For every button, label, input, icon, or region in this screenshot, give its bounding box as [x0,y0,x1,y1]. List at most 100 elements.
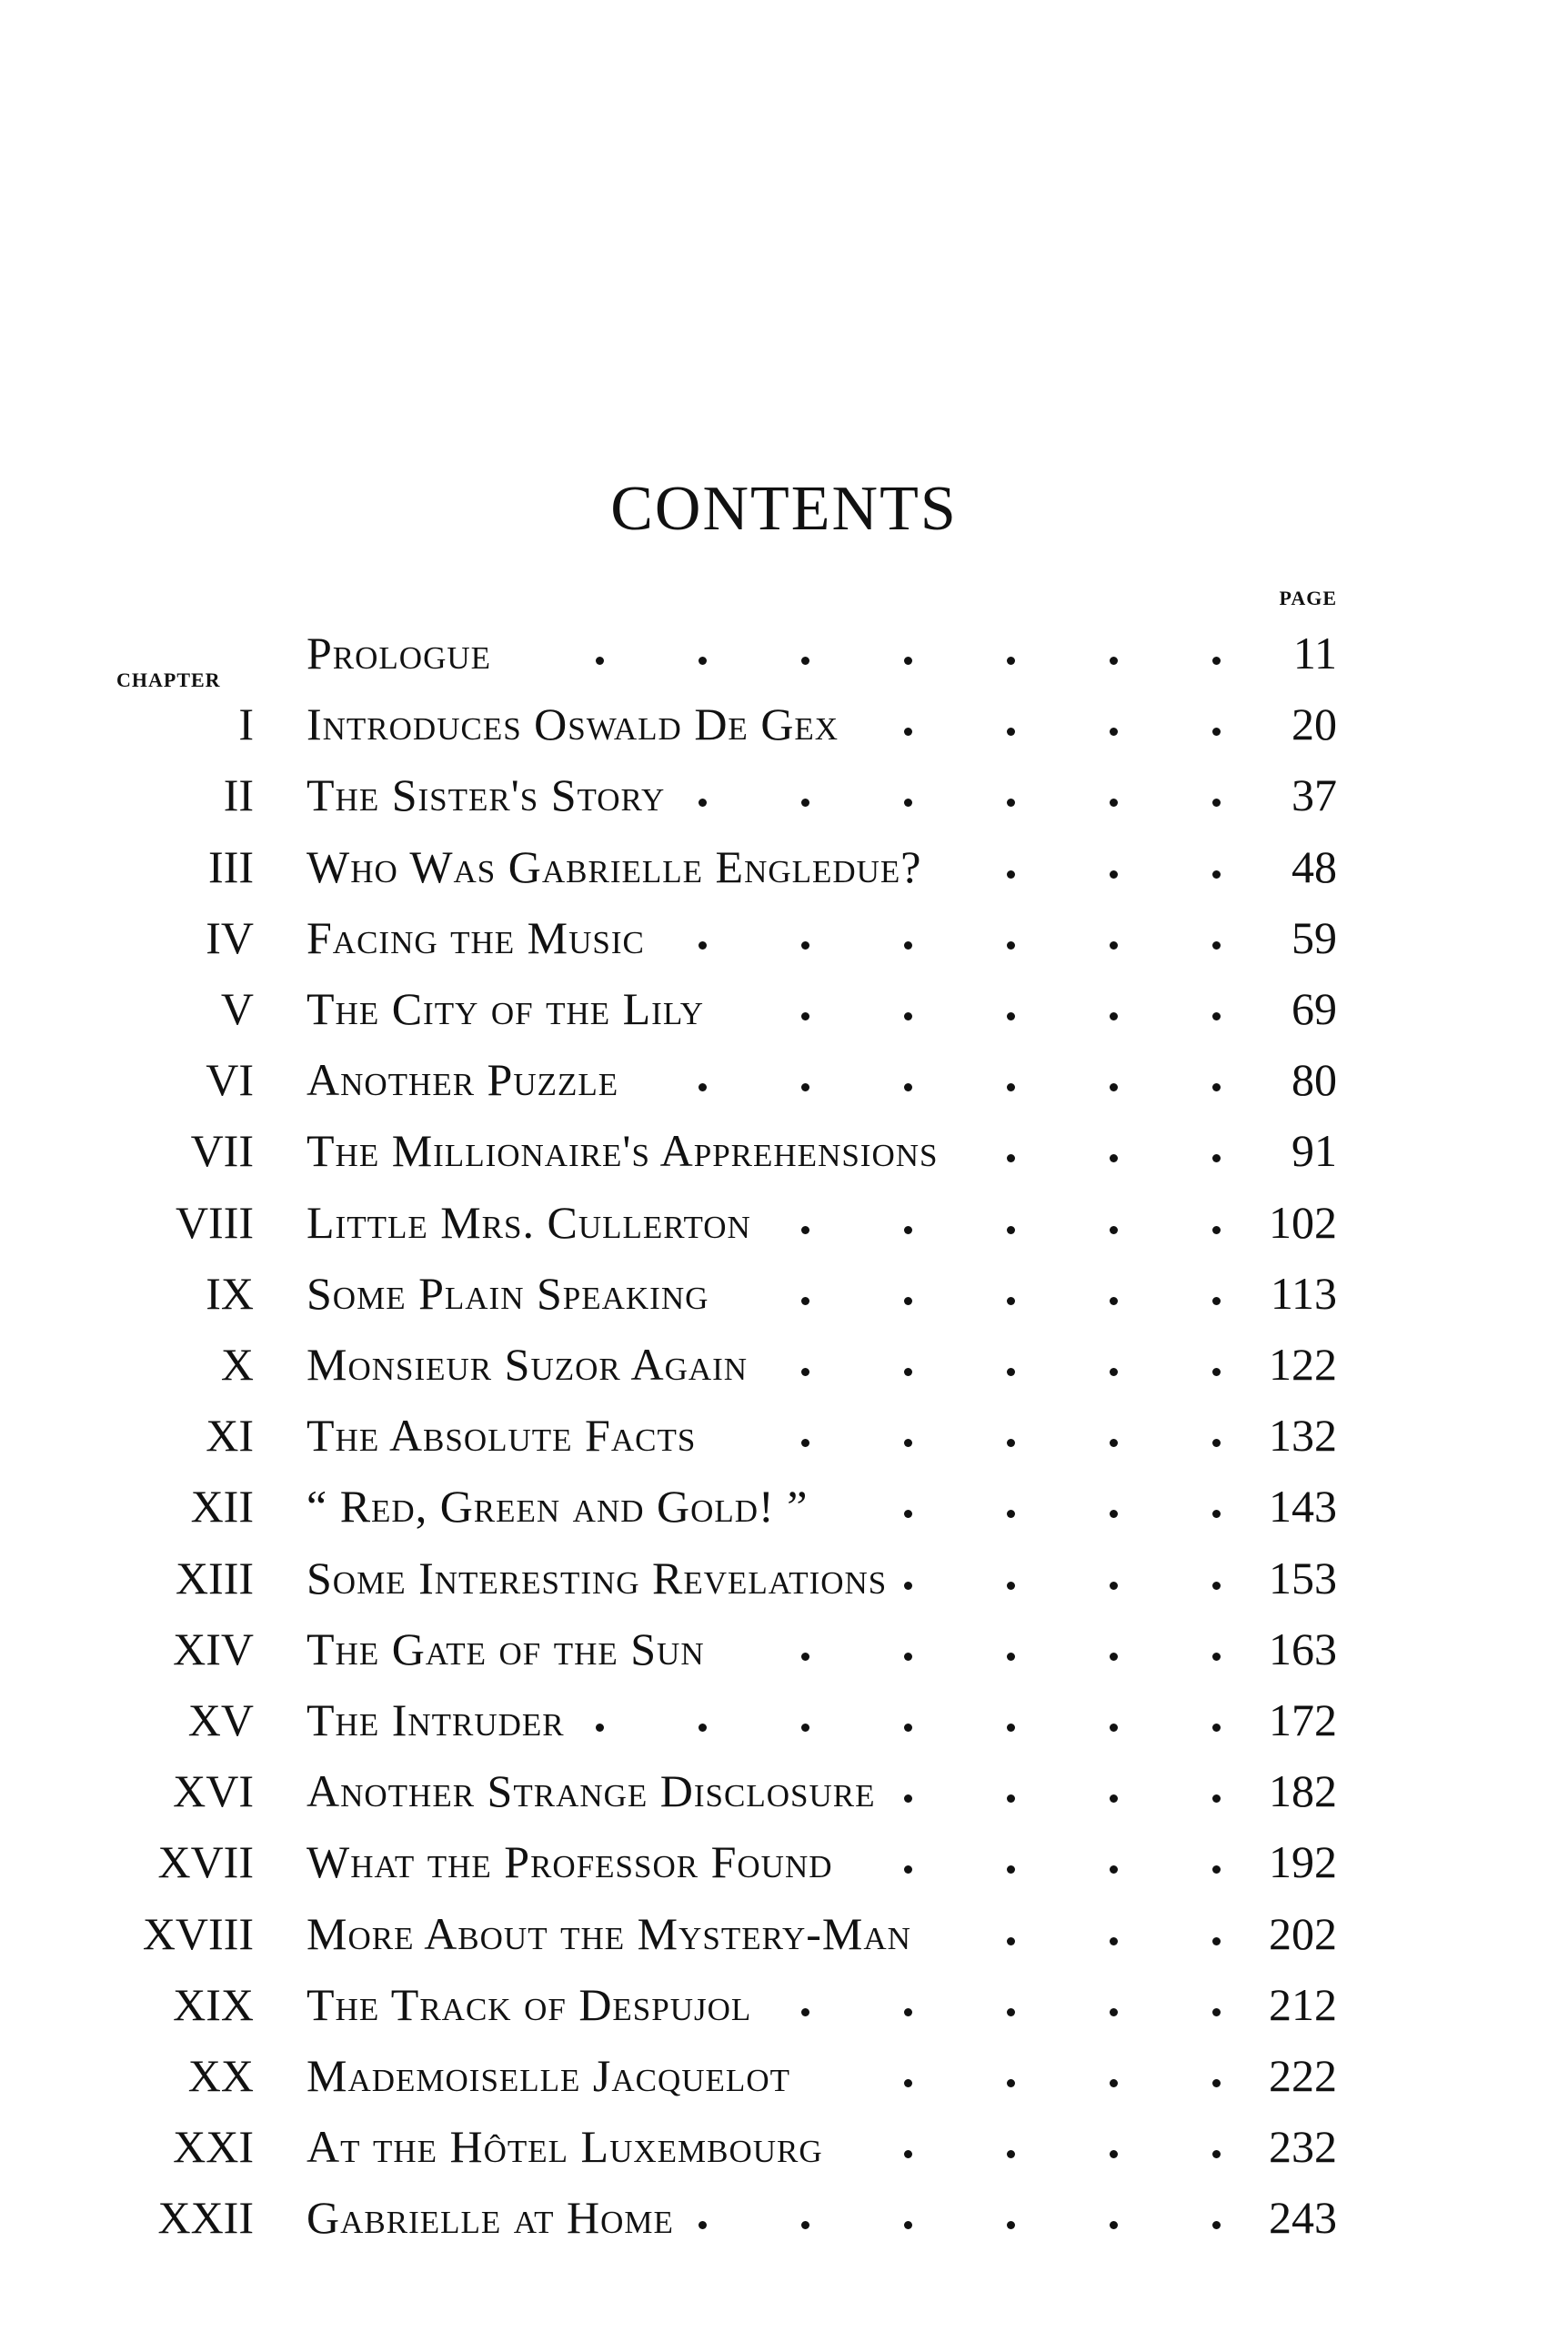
toc-entry: X Monsieur Suzor Again 122 [0,1329,1568,1400]
leader-dot [801,1012,809,1020]
chapter-title: Prologue [307,628,492,678]
toc-entry: XVI Another Strange Disclosure 182 [0,1755,1568,1826]
page-number: 59 [1292,911,1337,963]
toc-entry: I Introduces Oswald De Gex 20 [0,689,1568,759]
leader-dot [1212,1154,1221,1163]
toc-entry: XII “ Red, Green and Gold! ” 143 [0,1471,1568,1542]
chapter-title: The Sister's Story [307,769,666,821]
leader-dot [596,1724,604,1732]
chapter-number: IV [206,911,254,963]
page-title: CONTENTS [610,474,958,544]
leader-dot [1212,657,1221,665]
chapter-number: XVII [157,1836,254,1888]
leader-dot [904,1510,912,1519]
chapter-number: II [223,769,254,821]
leader-dot [1212,940,1221,950]
chapter-title: Another Strange Disclosure [307,1765,876,1817]
leader-dot [1212,1225,1221,1234]
leader-dot [904,2150,912,2159]
leader-dot [1007,2150,1015,2159]
chapter-title: What the Professor Found [307,1836,833,1888]
toc-entry: XX Mademoiselle Jacquelot 222 [0,2040,1568,2111]
leader-dot [1212,2150,1221,2159]
leader-dot [1110,2007,1118,2016]
chapter-number: XI [206,1410,254,1462]
leader-dot [1007,657,1015,665]
chapter-title: Monsieur Suzor Again [307,1339,749,1390]
chapter-title: Some Plain Speaking [307,1267,709,1319]
leader-dot [1007,869,1015,879]
leader-dot [1212,1865,1221,1875]
chapter-number: XIX [173,1978,254,2030]
page-number: 143 [1269,1481,1337,1533]
page-column-label: PAGE [1279,587,1337,609]
leader-dot [1007,2007,1015,2016]
leader-dot [1007,1510,1015,1519]
leader-dot [1110,1581,1118,1590]
leader-dot [904,2007,912,2016]
page-number: 172 [1269,1694,1337,1745]
chapter-title: The Absolute Facts [307,1410,697,1462]
leader-dot [1007,1154,1015,1163]
leader-dot [1007,1581,1015,1590]
leader-dot [801,1368,809,1376]
leader-dot [699,940,707,950]
leader-dot [904,1012,912,1020]
chapter-number: X [220,1339,254,1390]
leader-dot [1007,2079,1015,2087]
leader-dot [1212,1296,1221,1305]
leader-dot [1212,728,1221,737]
chapter-title: The Millionaire's Apprehensions [307,1125,939,1177]
leader-dot [904,1581,912,1590]
leader-dot [1212,2221,1221,2230]
page-number: 80 [1292,1054,1337,1106]
toc-entry: XXI At the Hôtel Luxembourg 232 [0,2111,1568,2182]
chapter-number: XIV [173,1623,254,1674]
leader-dot [1212,2079,1221,2087]
page-number: 163 [1269,1623,1337,1674]
leader-dot [699,1724,707,1732]
leader-dot [801,1296,809,1305]
leader-dot [904,940,912,950]
leader-dot [1110,1652,1118,1661]
toc-entry: Prologue 11 [0,618,1568,689]
leader-dot [1212,2007,1221,2016]
leader-dot [699,799,707,808]
leader-dot [904,1439,912,1448]
leader-dot [1110,1439,1118,1448]
chapter-number: IX [206,1267,254,1319]
toc-entry: XIV The Gate of the Sun 163 [0,1613,1568,1684]
chapter-number: I [238,699,254,750]
leader-dot [801,2007,809,2016]
leader-dot [1007,1225,1015,1234]
toc-entry: XI The Absolute Facts 132 [0,1400,1568,1471]
leader-dot [1007,1012,1015,1020]
leader-dot [801,657,809,665]
chapter-number: XV [187,1694,254,1745]
leader-dot [1007,1439,1015,1448]
leader-dot [1110,1510,1118,1519]
chapter-title: Little Mrs. Cullerton [307,1196,751,1248]
leader-dot [801,1225,809,1234]
toc-entry: VII The Millionaire's Apprehensions 91 [0,1115,1568,1186]
page-number: 182 [1269,1765,1337,1817]
leader-dot [699,2221,707,2230]
chapter-title: At the Hôtel Luxembourg [307,2121,823,2173]
page-number: 202 [1269,1907,1337,1959]
chapter-title: “ Red, Green and Gold! ” [307,1481,809,1533]
leader-dot [1212,869,1221,879]
chapter-title: The Gate of the Sun [307,1623,705,1674]
toc-entry: VI Another Puzzle 80 [0,1044,1568,1115]
leader-dot [1212,1012,1221,1020]
chapter-number: XXI [173,2121,254,2173]
leader-dot [1212,1936,1221,1945]
leader-dot [1110,1225,1118,1234]
leader-dot [904,1083,912,1092]
chapter-number: XXII [157,2192,254,2244]
page-number: 20 [1292,699,1337,750]
leader-dot [1212,1581,1221,1590]
leader-dot [1212,1439,1221,1448]
leader-dot [801,799,809,808]
leader-dot [1007,1724,1015,1732]
leader-dot [1007,2221,1015,2230]
